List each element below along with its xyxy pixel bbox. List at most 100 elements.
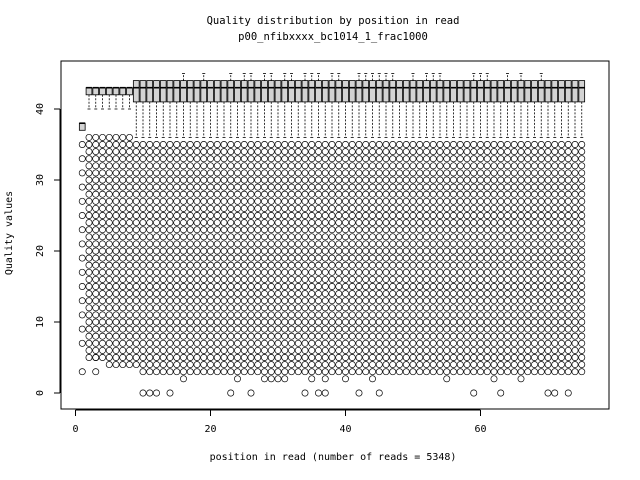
outlier-point [207,304,214,312]
outlier-point [544,176,552,184]
outlier-point [153,155,160,163]
outlier-point [139,162,147,170]
outlier-point [288,311,295,319]
outlier-point [544,290,552,298]
outlier-point [186,318,194,326]
outlier-point [531,162,538,170]
outlier-point [362,304,370,312]
outlier-point [362,197,370,205]
outlier-point [355,197,363,205]
outlier-point [99,268,106,276]
box [490,80,498,103]
outlier-point [382,311,390,319]
outlier-point [389,183,397,191]
outlier-point [193,325,201,333]
outlier-point [510,176,518,184]
outlier-point [254,332,262,340]
outlier-point [382,204,390,212]
outlier-point [180,183,187,191]
outlier-point [362,240,370,248]
outlier-point [450,233,457,241]
outlier-point [571,275,579,283]
outlier-point [348,261,356,269]
outlier-point [213,304,221,312]
outlier-point [497,361,505,369]
outlier-point [254,297,262,305]
outlier-point [463,240,471,248]
outlier-point [186,368,194,376]
outlier-point [234,212,241,219]
outlier-point [578,141,586,148]
outlier-point [564,268,572,276]
outlier-point [490,162,498,170]
outlier-point [335,233,343,241]
outlier-point [146,311,154,319]
outlier-point [321,247,329,255]
outlier-point [402,283,410,290]
outlier-point [267,212,275,219]
outlier-point [558,204,565,212]
outlier-point [423,354,430,361]
outlier-point [537,361,545,369]
outlier-point [288,339,295,347]
outlier-point [193,155,201,163]
outlier-point [537,219,545,227]
outlier-point [470,197,478,205]
outlier-point [436,361,444,369]
outlier-point [355,141,363,148]
outlier-point [355,290,363,298]
outlier-point [558,197,565,205]
outlier-point [416,304,424,312]
outlier-point [240,290,248,298]
outlier-point [294,332,302,340]
outlier-point [564,389,572,397]
outlier-point [207,219,214,227]
outlier-point [105,304,113,312]
outlier-point [504,268,511,276]
box [477,80,484,103]
outlier-point [564,368,572,376]
outlier-point [477,254,484,262]
outlier-point [443,332,451,340]
outlier-point [173,346,181,354]
outlier-point [105,261,113,269]
outlier-point [92,261,100,269]
outlier-point [517,275,525,283]
outlier-point [416,240,424,248]
outlier-point [247,283,255,290]
box [429,80,437,103]
outlier-point [247,354,255,361]
outlier-point [105,354,113,361]
outlier-point [159,318,167,326]
outlier-point [436,176,444,184]
outlier-point [456,204,464,212]
outlier-point [200,197,208,205]
box [288,80,295,103]
outlier-point [355,311,363,319]
outlier-point [220,325,228,333]
outlier-point [193,318,201,326]
box [564,80,572,103]
outlier-point [274,226,282,234]
outlier-point [355,354,363,361]
outlier-point [281,219,289,227]
outlier-point [200,283,208,290]
outlier-point [571,226,579,234]
outlier-point [274,176,282,184]
outlier-point [180,197,187,205]
outlier-point [375,162,383,170]
outlier-point [470,361,478,369]
chart-title: Quality distribution by position in read [207,15,460,27]
outlier-point [159,361,167,369]
outlier-point [544,368,552,376]
outlier-point [274,261,282,269]
outlier-point [477,318,484,326]
outlier-point [510,268,518,276]
outlier-point [213,247,221,255]
outlier-point [402,354,410,361]
box [126,87,133,96]
outlier-point [348,311,356,319]
outlier-point [247,254,255,262]
outlier-point [490,240,498,248]
